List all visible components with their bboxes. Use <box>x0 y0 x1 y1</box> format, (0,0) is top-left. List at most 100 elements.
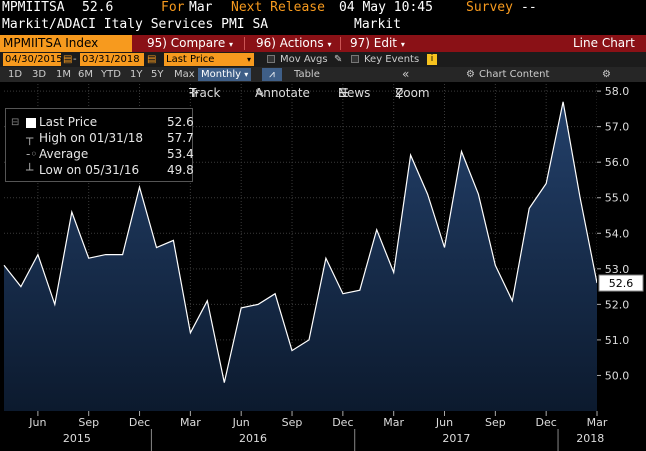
year-label: 2017 <box>442 432 470 445</box>
menu-divider <box>340 37 341 50</box>
chevron-down-icon: ▾ <box>327 40 332 49</box>
track-label: Track <box>189 86 221 100</box>
news-icon: ☰ <box>338 86 349 100</box>
y-tick-label: 51.0 <box>605 334 630 347</box>
x-tick-label: Dec <box>332 416 353 429</box>
legend-last-value: 52.6 <box>167 115 194 129</box>
security-name: Markit/ADACI Italy Services PMI SA <box>2 17 269 32</box>
last-value-label: 52.6 <box>609 277 634 290</box>
legend-low-value: 49.8 <box>167 163 194 177</box>
low-marker-icon: ┴ <box>26 163 34 177</box>
legend-average-label: Average <box>39 147 89 161</box>
date-dash: - <box>73 54 77 65</box>
crosshair-icon: ✛ <box>189 86 200 100</box>
y-tick-label: 56.0 <box>605 156 630 169</box>
next-release-label: Next Release <box>231 0 325 15</box>
x-tick-label: Dec <box>536 416 557 429</box>
ticker-symbol: MPMIITSA <box>2 0 65 15</box>
field-selector[interactable]: Last Price ▾ <box>164 53 254 66</box>
tab-6m[interactable]: 6M <box>78 69 93 80</box>
collapse-icon[interactable]: « <box>402 67 410 81</box>
tab-1y[interactable]: 1Y <box>130 69 143 80</box>
last-value-tag <box>598 274 644 292</box>
series-area <box>4 101 597 412</box>
x-tick-label: Mar <box>587 416 608 429</box>
x-tick-label: Mar <box>180 416 201 429</box>
pencil-icon: ✎ <box>255 86 266 100</box>
mov-avgs-checkbox[interactable] <box>267 55 275 63</box>
x-tick-label: Sep <box>282 416 303 429</box>
info-icon[interactable]: i <box>427 54 437 65</box>
start-date-field[interactable]: 04/30/2015 <box>3 53 63 66</box>
chevron-down-icon: ▾ <box>246 55 251 64</box>
pencil-icon[interactable]: ✎ <box>334 54 343 65</box>
price-chart[interactable]: 58.0 57.0 56.0 55.0 54.0 53.0 52.0 51.0 50.0 Jun S… <box>0 82 646 451</box>
calendar-icon[interactable]: ▤ <box>63 54 73 65</box>
year-label: 2016 <box>239 432 267 445</box>
next-release-date: 04 May 10:45 <box>339 0 433 15</box>
for-label: For <box>161 0 185 15</box>
legend-average-value: 53.4 <box>167 147 194 161</box>
y-tick-label: 50.0 <box>605 369 630 382</box>
edit-menu[interactable]: 97) Edit ▾ <box>350 35 405 52</box>
key-events-checkbox[interactable] <box>351 55 359 63</box>
header-row-1: MPMIITSA 52.6 For Mar Next Release 04 Ma… <box>0 0 646 17</box>
average-marker-icon: ‑◦ <box>26 147 38 161</box>
security-ticker-box[interactable]: MPMIITSA Index <box>0 35 132 52</box>
y-tick-label: 54.0 <box>605 227 630 240</box>
compare-menu[interactable]: 95) Compare ▾ <box>147 35 233 52</box>
field-label: Last Price <box>166 54 215 65</box>
legend-high-label: High on 01/31/18 <box>39 131 144 145</box>
x-tick-label: Jun <box>28 416 46 429</box>
table-button[interactable]: Table <box>294 69 320 80</box>
mov-avgs-label: Mov Avgs <box>280 54 328 65</box>
y-axis-panel <box>597 82 646 451</box>
x-tick-label: Jun <box>435 416 453 429</box>
high-marker-icon: ┬ <box>26 131 34 145</box>
period-label: Monthly <box>201 69 242 80</box>
x-tick-label: Mar <box>383 416 404 429</box>
date-range-bar: 04/30/2015 ▤ - 03/31/2018 ▤ Last Price ▾ … <box>0 52 646 67</box>
search-icon: ⚲ <box>395 86 404 100</box>
collapse-icon[interactable]: ⊟ <box>11 117 20 128</box>
y-tick-label: 55.0 <box>605 192 630 205</box>
chart-legend[interactable]: ⊟ Last Price 52.6 ┬ High on 01/31/18 57.… <box>5 108 194 182</box>
year-label: 2015 <box>63 432 91 445</box>
for-month: Mar <box>189 0 213 15</box>
legend-high-value: 57.7 <box>167 131 194 145</box>
tab-5y[interactable]: 5Y <box>151 69 164 80</box>
period-selector[interactable]: Monthly ▾ <box>198 68 252 81</box>
chevron-down-icon: ▾ <box>229 40 234 49</box>
compare-label: 95) Compare <box>147 36 226 50</box>
line-chart-icon[interactable]: ⩘ <box>262 68 282 81</box>
news-label: News <box>338 86 371 100</box>
tab-1m[interactable]: 1M <box>56 69 71 80</box>
key-events-label: Key Events <box>364 54 420 65</box>
calendar-icon[interactable]: ▤ <box>147 54 157 65</box>
tab-ytd[interactable]: YTD <box>101 69 121 80</box>
y-tick-label: 53.0 <box>605 263 630 276</box>
chevron-down-icon: ▾ <box>400 40 405 49</box>
tab-max[interactable]: Max <box>174 69 195 80</box>
menu-divider <box>244 37 245 50</box>
actions-label: 96) Actions <box>256 36 324 50</box>
y-tick-label: 58.0 <box>605 85 630 98</box>
gear-icon[interactable]: ⚙ <box>602 69 611 80</box>
chart-type-label[interactable]: Line Chart <box>573 36 635 50</box>
legend-low-label: Low on 05/31/16 <box>39 163 140 177</box>
period-tab-bar: 1D 3D 1M 6M YTD 1Y 5Y Max Monthly ▾ ⩘ Ta… <box>0 67 646 82</box>
end-date-field[interactable]: 03/31/2018 <box>80 53 144 66</box>
x-tick-label: Jun <box>232 416 250 429</box>
x-tick-label: Dec <box>129 416 150 429</box>
legend-last-label: Last Price <box>39 115 98 129</box>
y-tick-label: 57.0 <box>605 121 630 134</box>
settings-icon[interactable]: ⚙ <box>466 69 475 80</box>
edit-label: 97) Edit <box>350 36 398 50</box>
actions-menu[interactable]: 96) Actions ▾ <box>256 35 331 52</box>
annotate-label: Annotate <box>255 86 310 100</box>
tab-1d[interactable]: 1D <box>8 69 23 80</box>
chart-content-button[interactable]: Chart Content <box>479 69 550 80</box>
series-line <box>3 101 598 383</box>
tab-3d[interactable]: 3D <box>32 69 47 80</box>
survey-label: Survey <box>466 0 513 15</box>
